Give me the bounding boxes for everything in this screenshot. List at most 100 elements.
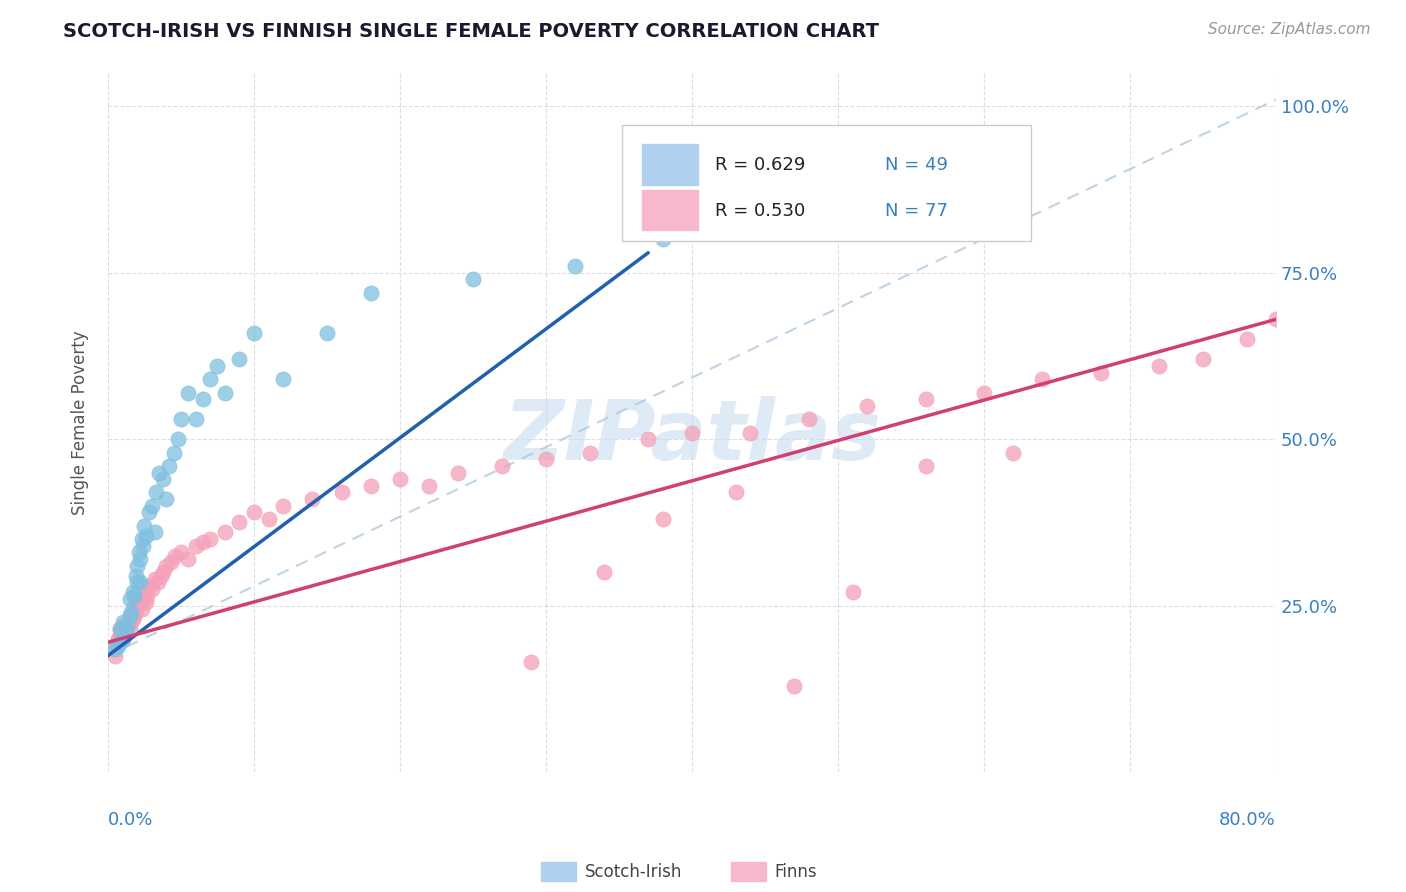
Point	[111, 632, 134, 646]
Point	[143, 525, 166, 540]
Point	[132, 592, 155, 607]
Point	[108, 635, 131, 649]
Point	[447, 466, 470, 480]
Point	[207, 359, 229, 373]
Point	[651, 232, 673, 246]
Point	[132, 539, 155, 553]
Point	[118, 608, 141, 623]
Point	[316, 326, 339, 340]
Point	[121, 612, 143, 626]
Point	[973, 385, 995, 400]
Point	[1031, 372, 1053, 386]
Point	[491, 458, 513, 473]
Point	[135, 529, 157, 543]
Point	[228, 352, 250, 367]
Point	[129, 592, 152, 607]
Text: N = 49: N = 49	[884, 155, 948, 174]
Point	[138, 579, 160, 593]
Point	[170, 545, 193, 559]
Point	[101, 642, 124, 657]
Point	[198, 372, 221, 386]
Point	[127, 558, 149, 573]
Point	[111, 618, 134, 632]
Point	[360, 479, 382, 493]
Point	[120, 605, 142, 619]
Point	[138, 506, 160, 520]
Point	[914, 458, 936, 473]
Point	[114, 622, 136, 636]
Point	[1002, 445, 1025, 459]
Text: N = 77: N = 77	[884, 202, 948, 219]
Point	[724, 485, 747, 500]
Point	[754, 206, 776, 220]
Point	[112, 629, 135, 643]
Text: Finns: Finns	[775, 863, 817, 881]
Point	[114, 625, 136, 640]
Point	[257, 512, 280, 526]
Text: ZIPatlas: ZIPatlas	[503, 396, 882, 477]
Point	[214, 385, 236, 400]
Point	[228, 516, 250, 530]
Point	[271, 499, 294, 513]
Point	[578, 445, 600, 459]
Point	[797, 412, 820, 426]
Point	[108, 629, 131, 643]
Point	[111, 615, 134, 630]
Point	[122, 608, 145, 623]
Point	[198, 532, 221, 546]
Point	[418, 479, 440, 493]
Point	[107, 632, 129, 646]
Point	[155, 558, 177, 573]
Point	[360, 285, 382, 300]
Point	[1265, 312, 1288, 326]
Point	[121, 585, 143, 599]
Point	[118, 622, 141, 636]
Point	[118, 592, 141, 607]
Point	[914, 392, 936, 407]
Point	[167, 432, 190, 446]
Point	[145, 485, 167, 500]
Point	[243, 326, 266, 340]
Point	[177, 552, 200, 566]
Point	[128, 595, 150, 609]
FancyBboxPatch shape	[621, 126, 1031, 241]
Point	[155, 492, 177, 507]
Point	[330, 485, 353, 500]
Point	[136, 589, 159, 603]
Point	[637, 432, 659, 446]
Point	[159, 556, 181, 570]
Point	[108, 622, 131, 636]
Point	[122, 589, 145, 603]
Point	[461, 272, 484, 286]
Point	[105, 635, 128, 649]
Point	[122, 599, 145, 613]
Point	[191, 535, 214, 549]
Point	[1236, 332, 1258, 346]
Text: 80.0%: 80.0%	[1219, 811, 1277, 829]
Text: R = 0.530: R = 0.530	[716, 202, 806, 219]
Point	[108, 622, 131, 636]
Point	[184, 412, 207, 426]
Point	[127, 599, 149, 613]
Text: 0.0%: 0.0%	[108, 811, 153, 829]
Point	[125, 605, 148, 619]
Point	[191, 392, 214, 407]
Point	[301, 492, 323, 507]
Point	[115, 618, 138, 632]
Point	[681, 425, 703, 440]
Bar	[641, 145, 697, 185]
Point	[131, 532, 153, 546]
Point	[214, 525, 236, 540]
Point	[651, 512, 673, 526]
Point	[104, 642, 127, 657]
Point	[177, 385, 200, 400]
Point	[243, 506, 266, 520]
Point	[184, 539, 207, 553]
Text: SCOTCH-IRISH VS FINNISH SINGLE FEMALE POVERTY CORRELATION CHART: SCOTCH-IRISH VS FINNISH SINGLE FEMALE PO…	[63, 22, 879, 41]
Point	[152, 472, 174, 486]
Point	[165, 549, 187, 563]
Point	[128, 545, 150, 559]
Point	[129, 575, 152, 590]
Point	[129, 552, 152, 566]
Point	[841, 585, 863, 599]
